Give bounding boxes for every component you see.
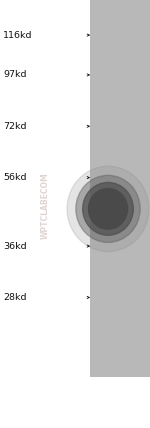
Text: WPTCLABECOM: WPTCLABECOM [40, 172, 50, 239]
Ellipse shape [88, 188, 128, 229]
Text: 36kd: 36kd [3, 241, 27, 251]
Ellipse shape [83, 182, 133, 235]
Text: 97kd: 97kd [3, 70, 27, 80]
Ellipse shape [67, 166, 149, 252]
Text: 56kd: 56kd [3, 173, 27, 182]
Text: 116kd: 116kd [3, 30, 33, 40]
Text: 72kd: 72kd [3, 122, 27, 131]
Text: 28kd: 28kd [3, 293, 27, 302]
Bar [90, 0, 150, 377]
Ellipse shape [76, 175, 140, 242]
